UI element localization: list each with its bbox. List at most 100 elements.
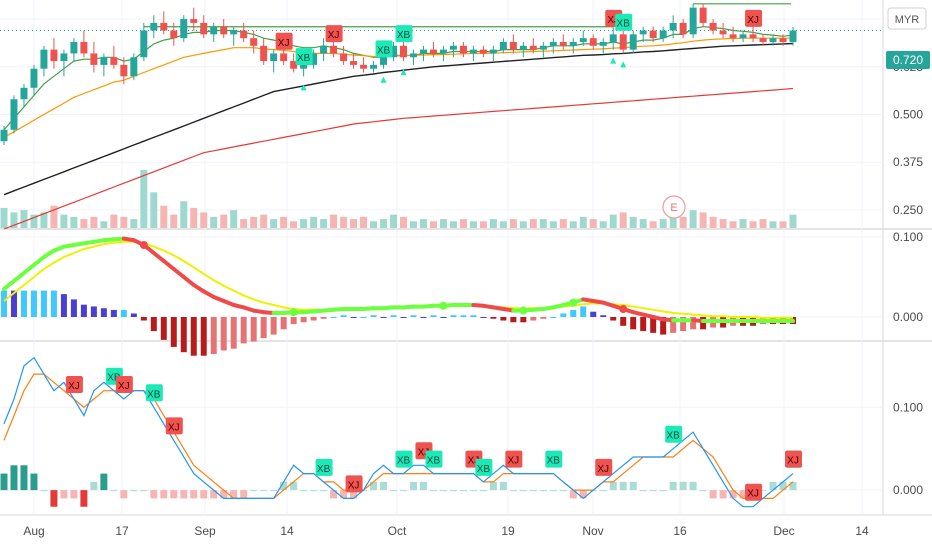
buy-signal-badge[interactable]	[615, 13, 633, 31]
candle-body[interactable]	[240, 30, 248, 39]
candle-body[interactable]	[10, 99, 18, 130]
candle-body[interactable]	[459, 45, 467, 54]
candle-body[interactable]	[210, 26, 218, 35]
macd-cross-dot[interactable]	[519, 306, 528, 315]
candle-body[interactable]	[689, 7, 697, 35]
buy-signal-badge[interactable]	[375, 40, 393, 58]
candle-body[interactable]	[409, 53, 417, 58]
macd-cross-dot[interactable]	[139, 241, 148, 249]
buy-signal-badge[interactable]	[665, 425, 683, 443]
buy-signal-badge[interactable]	[395, 450, 413, 468]
candle-body[interactable]	[220, 26, 228, 35]
candle-body[interactable]	[449, 45, 457, 50]
candle-body[interactable]	[110, 57, 118, 65]
candle-body[interactable]	[439, 49, 447, 54]
candle-body[interactable]	[320, 45, 328, 54]
candle-body[interactable]	[559, 41, 567, 46]
candle-body[interactable]	[599, 41, 607, 46]
candle-body[interactable]	[130, 57, 138, 77]
candle-body[interactable]	[270, 53, 278, 62]
candle-body[interactable]	[419, 49, 427, 54]
candle-body[interactable]	[20, 87, 28, 100]
currency-badge[interactable]	[887, 7, 927, 30]
candle-body[interactable]	[499, 41, 507, 50]
candle-body[interactable]	[759, 38, 767, 42]
candle-body[interactable]	[300, 64, 308, 69]
earnings-event-marker[interactable]	[662, 195, 686, 219]
candle-body[interactable]	[340, 53, 348, 62]
candle-body[interactable]	[769, 38, 777, 42]
candle-body[interactable]	[779, 38, 787, 42]
candle-body[interactable]	[399, 45, 407, 58]
candle-body[interactable]	[549, 41, 557, 46]
candle-body[interactable]	[609, 34, 617, 42]
candle-body[interactable]	[50, 49, 58, 62]
candle-body[interactable]	[0, 129, 8, 142]
candle-body[interactable]	[190, 19, 198, 23]
candle-body[interactable]	[350, 61, 358, 65]
buy-signal-badge[interactable]	[315, 458, 333, 476]
candle-body[interactable]	[669, 22, 677, 31]
sell-signal-badge[interactable]	[785, 450, 802, 468]
candle-body[interactable]	[260, 45, 268, 62]
candle-body[interactable]	[180, 19, 188, 39]
candle-body[interactable]	[40, 49, 48, 69]
sell-signal-badge[interactable]	[275, 32, 293, 50]
candle-body[interactable]	[310, 53, 318, 65]
buy-signal-badge[interactable]	[425, 450, 443, 468]
candle-body[interactable]	[380, 57, 388, 65]
candle-body[interactable]	[170, 30, 178, 39]
sell-signal-badge[interactable]	[745, 9, 763, 27]
candle-body[interactable]	[80, 41, 88, 54]
candle-body[interactable]	[230, 30, 238, 35]
candle-body[interactable]	[539, 45, 547, 50]
candle-body[interactable]	[70, 41, 78, 54]
candle-body[interactable]	[60, 53, 68, 62]
candle-body[interactable]	[280, 53, 288, 62]
candle-body[interactable]	[709, 22, 717, 31]
candle-body[interactable]	[579, 38, 587, 42]
candle-body[interactable]	[120, 64, 128, 77]
candle-body[interactable]	[290, 61, 298, 69]
candle-body[interactable]	[100, 57, 108, 65]
candle-body[interactable]	[360, 64, 368, 69]
buy-signal-badge[interactable]	[145, 384, 163, 402]
macd-cross-dot[interactable]	[619, 305, 628, 313]
sell-signal-badge[interactable]	[115, 376, 133, 393]
time-axis[interactable]: Aug 17 Sep 14 Oct 19 Nov 16 Dec 14	[23, 524, 869, 538]
sell-signal-badge[interactable]	[345, 475, 363, 493]
candle-body[interactable]	[639, 30, 647, 35]
sell-signal-badge[interactable]	[505, 450, 523, 468]
candle-body[interactable]	[160, 22, 168, 31]
candle-body[interactable]	[649, 30, 657, 39]
candle-body[interactable]	[509, 41, 517, 50]
candle-body[interactable]	[679, 22, 687, 35]
sell-signal-badge[interactable]	[595, 458, 613, 476]
buy-signal-badge[interactable]	[395, 25, 413, 43]
candle-body[interactable]	[719, 30, 727, 35]
candle-body[interactable]	[589, 38, 597, 46]
candle-body[interactable]	[739, 34, 747, 39]
candle-body[interactable]	[699, 7, 707, 23]
candle-body[interactable]	[659, 30, 667, 39]
candle-body[interactable]	[200, 22, 208, 35]
candle-body[interactable]	[140, 30, 148, 58]
sell-signal-badge[interactable]	[65, 376, 83, 393]
sell-signal-badge[interactable]	[325, 25, 343, 43]
candle-body[interactable]	[749, 34, 757, 39]
buy-signal-badge[interactable]	[545, 450, 563, 468]
macd-pane[interactable]	[1, 236, 796, 356]
candle-body[interactable]	[569, 41, 577, 46]
macd-cross-dot[interactable]	[439, 301, 448, 310]
candle-body[interactable]	[429, 49, 437, 54]
candle-body[interactable]	[629, 34, 637, 50]
price-axis[interactable]: 0.2500.3750.5000.6250.7500.0000.1000.000…	[893, 12, 923, 497]
candle-body[interactable]	[90, 53, 98, 65]
buy-signal-badge[interactable]	[295, 48, 313, 66]
candle-body[interactable]	[489, 49, 497, 54]
macd-cross-dot[interactable]	[569, 298, 578, 307]
sell-signal-badge[interactable]	[165, 417, 183, 435]
candle-body[interactable]	[729, 34, 737, 39]
